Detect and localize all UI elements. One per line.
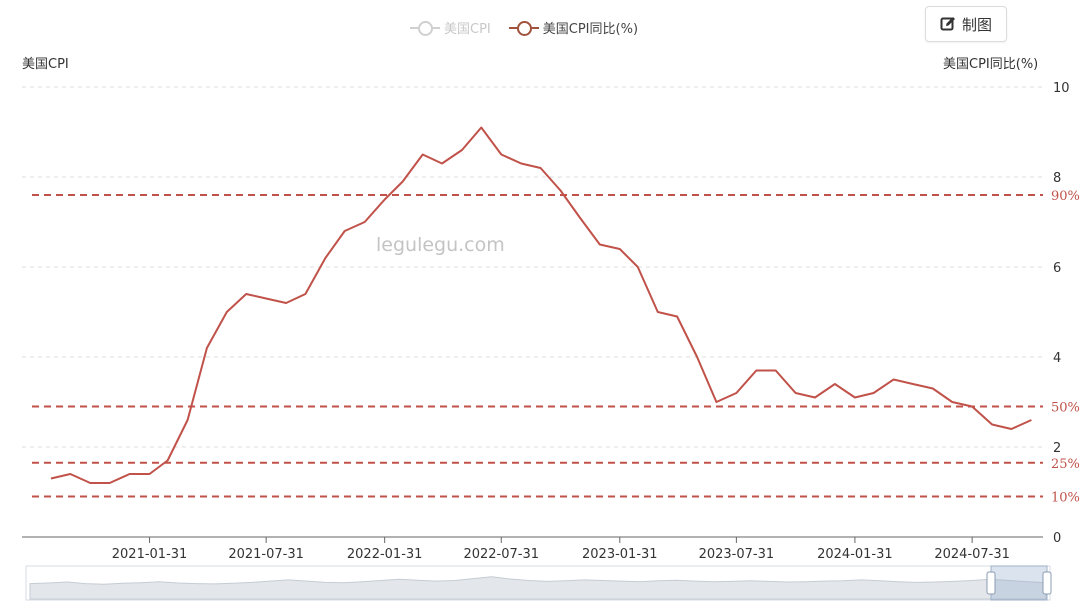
data-point <box>1029 418 1034 423</box>
y-tick-label: 2 <box>1053 441 1061 456</box>
data-point <box>204 346 209 351</box>
x-tick-label: 2024-01-31 <box>817 547 893 562</box>
data-point <box>244 292 249 297</box>
data-point <box>754 368 759 373</box>
y-tick-label: 4 <box>1053 351 1061 366</box>
make-chart-button-label: 制图 <box>961 15 992 34</box>
data-point <box>617 247 622 252</box>
data-point <box>362 220 367 225</box>
legend-circle-icon <box>410 20 440 36</box>
data-point <box>930 386 935 391</box>
data-point <box>127 472 132 477</box>
data-point <box>832 382 837 387</box>
data-point <box>793 391 798 396</box>
edit-icon <box>940 17 955 31</box>
navigator-area <box>29 576 1047 600</box>
data-point <box>871 391 876 396</box>
y-tick-label: 8 <box>1053 171 1061 186</box>
data-point <box>499 152 504 157</box>
navigator-handle <box>986 571 996 595</box>
data-point <box>48 476 53 481</box>
data-point <box>224 310 229 315</box>
data-point <box>303 292 308 297</box>
data-point <box>852 395 857 400</box>
data-point <box>734 391 739 396</box>
make-chart-button[interactable]: 制图 <box>925 6 1007 42</box>
data-point <box>459 148 464 153</box>
data-point <box>655 310 660 315</box>
data-point <box>185 418 190 423</box>
data-point <box>950 400 955 405</box>
navigator-selection <box>990 565 1048 601</box>
legend-item-us-cpi[interactable]: 美国CPI <box>410 18 491 37</box>
x-tick-label: 2021-01-31 <box>112 547 188 562</box>
data-point <box>479 125 484 130</box>
data-point <box>382 197 387 202</box>
left-axis-title: 美国CPI <box>22 57 69 72</box>
x-tick-label: 2022-07-31 <box>463 547 539 562</box>
series-line-us-cpi-yoy <box>50 126 1032 484</box>
navigator[interactable] <box>25 565 1052 601</box>
data-point <box>107 481 112 486</box>
data-point <box>675 314 680 319</box>
y-tick-label: 0 <box>1053 531 1061 546</box>
x-tick-label: 2022-01-31 <box>347 547 423 562</box>
data-point <box>1009 427 1014 432</box>
data-point <box>597 242 602 247</box>
data-point <box>910 382 915 387</box>
x-tick-label: 2024-07-31 <box>934 547 1010 562</box>
grid-layer: 10 8 6 4 2 0 <box>22 81 1070 546</box>
navigator-handle <box>1042 571 1052 595</box>
x-tick-label: 2023-07-31 <box>699 547 775 562</box>
data-point <box>990 422 995 427</box>
chart-legend: 美国CPI 美国CPI同比(%) <box>410 18 638 37</box>
watermark: legulegu.com <box>376 234 505 256</box>
data-point <box>538 166 543 171</box>
data-point <box>68 472 73 477</box>
data-point <box>970 404 975 409</box>
data-point <box>695 355 700 360</box>
legend-label: 美国CPI <box>444 22 491 37</box>
series-layer <box>48 125 1034 486</box>
right-axis-title: 美国CPI同比(%) <box>943 57 1039 72</box>
x-tick-label: 2023-01-31 <box>582 547 658 562</box>
axis-layer: 2021-01-31 2021-07-31 2022-01-31 2022-07-31… <box>22 536 1043 562</box>
percentile-label: 90% <box>1051 189 1080 204</box>
data-point <box>439 161 444 166</box>
data-point <box>165 458 170 463</box>
data-point <box>88 481 93 486</box>
percentile-layer: 90% 50% 25% 10% <box>32 189 1080 506</box>
legend-label: 美国CPI同比(%) <box>542 22 639 37</box>
data-point <box>147 472 152 477</box>
legend-circle-icon <box>508 20 539 36</box>
data-point <box>635 265 640 270</box>
data-point <box>773 368 778 373</box>
percentile-label: 10% <box>1051 491 1080 506</box>
percentile-label: 50% <box>1051 401 1080 416</box>
legend-item-us-cpi-yoy[interactable]: 美国CPI同比(%) <box>508 18 639 37</box>
x-tick-label: 2021-07-31 <box>228 547 304 562</box>
percentile-label: 25% <box>1051 457 1080 472</box>
data-point <box>891 377 896 382</box>
y-tick-label: 6 <box>1053 261 1061 276</box>
data-point <box>400 179 405 184</box>
data-point <box>577 215 582 220</box>
data-point <box>284 301 289 306</box>
data-point <box>519 161 524 166</box>
data-point <box>812 395 817 400</box>
y-tick-label: 10 <box>1053 81 1070 96</box>
data-point <box>558 188 563 193</box>
data-point <box>420 152 425 157</box>
data-point <box>342 229 347 234</box>
data-point <box>714 400 719 405</box>
data-point <box>323 256 328 261</box>
data-point <box>264 296 269 301</box>
